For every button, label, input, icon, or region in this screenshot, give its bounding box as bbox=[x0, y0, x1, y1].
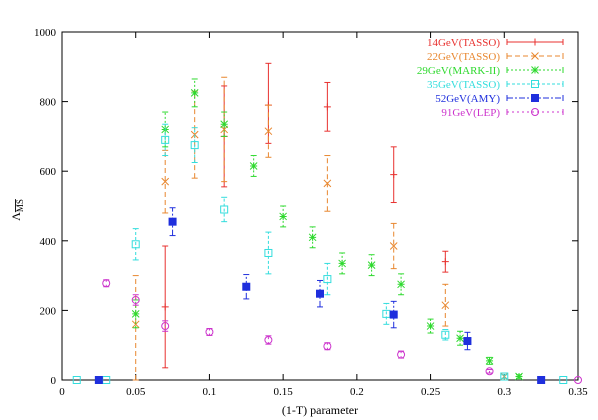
legend-marker bbox=[531, 66, 539, 74]
data-point bbox=[161, 177, 170, 186]
data-point bbox=[397, 280, 405, 289]
data-point bbox=[338, 259, 346, 268]
data-point bbox=[161, 322, 170, 331]
data-point bbox=[441, 301, 450, 310]
data-point bbox=[389, 310, 398, 319]
data-point bbox=[559, 376, 568, 384]
y-tick-label: 0 bbox=[51, 375, 57, 387]
data-point bbox=[537, 376, 546, 384]
legend-label: 91GeV(LEP) bbox=[441, 107, 500, 119]
data-point bbox=[485, 367, 494, 376]
data-point bbox=[264, 335, 273, 344]
data-point bbox=[323, 103, 331, 111]
data-point bbox=[168, 217, 177, 226]
data-point bbox=[308, 233, 317, 242]
legend-marker bbox=[531, 108, 539, 116]
x-tick-label: 0 bbox=[59, 386, 65, 398]
series-1 bbox=[161, 62, 449, 369]
data-point bbox=[389, 242, 398, 250]
data-point bbox=[131, 295, 140, 304]
data-point bbox=[323, 179, 332, 188]
data-point bbox=[205, 327, 214, 336]
series-6 bbox=[102, 279, 582, 384]
legend-label: 52GeV(AMY) bbox=[435, 93, 500, 105]
series-3 bbox=[131, 78, 523, 381]
y-tick-label: 600 bbox=[40, 166, 57, 178]
legend: 14GeV(TASSO) 22GeV(TASSO) 29GeV(MARK-II) 35… bbox=[417, 37, 564, 119]
x-tick-label: 0.35 bbox=[568, 386, 588, 398]
series-layer bbox=[72, 62, 582, 384]
data-point bbox=[441, 258, 449, 266]
x-tick-label: 0.3 bbox=[497, 386, 511, 398]
plot-frame bbox=[61, 31, 579, 381]
data-point bbox=[161, 303, 169, 311]
data-point bbox=[102, 279, 111, 288]
series-4 bbox=[72, 123, 568, 384]
x-tick-label: 0.15 bbox=[274, 386, 294, 398]
legend-label: 22GeV(TASSO) bbox=[427, 51, 500, 63]
data-point bbox=[515, 372, 523, 381]
x-tick-label: 0.25 bbox=[421, 386, 441, 398]
legend-marker bbox=[531, 52, 539, 60]
data-point bbox=[131, 240, 140, 249]
legend-label: 29GeV(MARK-II) bbox=[417, 65, 500, 77]
legend-marker bbox=[531, 38, 539, 46]
data-point bbox=[161, 135, 170, 144]
data-point bbox=[264, 248, 273, 257]
data-point bbox=[316, 289, 324, 298]
x-tick-label: 0.2 bbox=[350, 386, 364, 398]
data-point bbox=[323, 275, 332, 284]
data-point bbox=[463, 337, 472, 346]
data-point bbox=[131, 310, 140, 318]
legend-marker bbox=[531, 94, 539, 102]
legend-label: 14GeV(TASSO) bbox=[427, 37, 500, 49]
data-point bbox=[485, 357, 494, 365]
y-axis-label: ΛMS bbox=[9, 199, 25, 221]
data-point bbox=[574, 376, 582, 384]
series-5 bbox=[94, 207, 546, 384]
data-point bbox=[220, 120, 229, 129]
data-point bbox=[500, 372, 509, 381]
axis-ticks: 0 0.05 0.1 0.15 0.2 0.25 0.3 0.35 0 200 400 600 800 1… bbox=[34, 27, 588, 398]
x-axis-label: (1-T) parameter bbox=[282, 403, 358, 417]
data-point bbox=[279, 212, 287, 221]
y-axis-label-main: Λ bbox=[9, 212, 23, 221]
y-tick-label: 800 bbox=[40, 97, 57, 109]
data-point bbox=[190, 141, 199, 150]
data-point bbox=[390, 171, 398, 179]
legend-marker bbox=[531, 80, 539, 88]
y-tick-label: 1000 bbox=[34, 27, 57, 39]
data-point bbox=[94, 376, 103, 384]
data-point bbox=[131, 320, 140, 329]
data-point bbox=[249, 162, 258, 170]
x-tick-label: 0.05 bbox=[126, 386, 146, 398]
series-2 bbox=[131, 76, 509, 381]
data-point bbox=[441, 330, 450, 339]
data-point bbox=[242, 282, 251, 291]
data-point bbox=[264, 127, 273, 136]
data-point bbox=[72, 376, 81, 384]
y-axis-label-subscript: MS bbox=[15, 199, 25, 212]
x-tick-label: 0.1 bbox=[203, 386, 217, 398]
data-point bbox=[456, 334, 464, 343]
y-tick-label: 400 bbox=[40, 236, 57, 248]
data-point bbox=[367, 261, 376, 270]
data-point bbox=[190, 89, 199, 97]
legend-label: 35GeV(TASSO) bbox=[427, 79, 500, 91]
data-point bbox=[220, 205, 229, 214]
y-tick-label: 200 bbox=[40, 305, 57, 317]
data-point bbox=[323, 342, 332, 351]
data-point bbox=[426, 322, 435, 330]
data-point bbox=[397, 350, 406, 359]
